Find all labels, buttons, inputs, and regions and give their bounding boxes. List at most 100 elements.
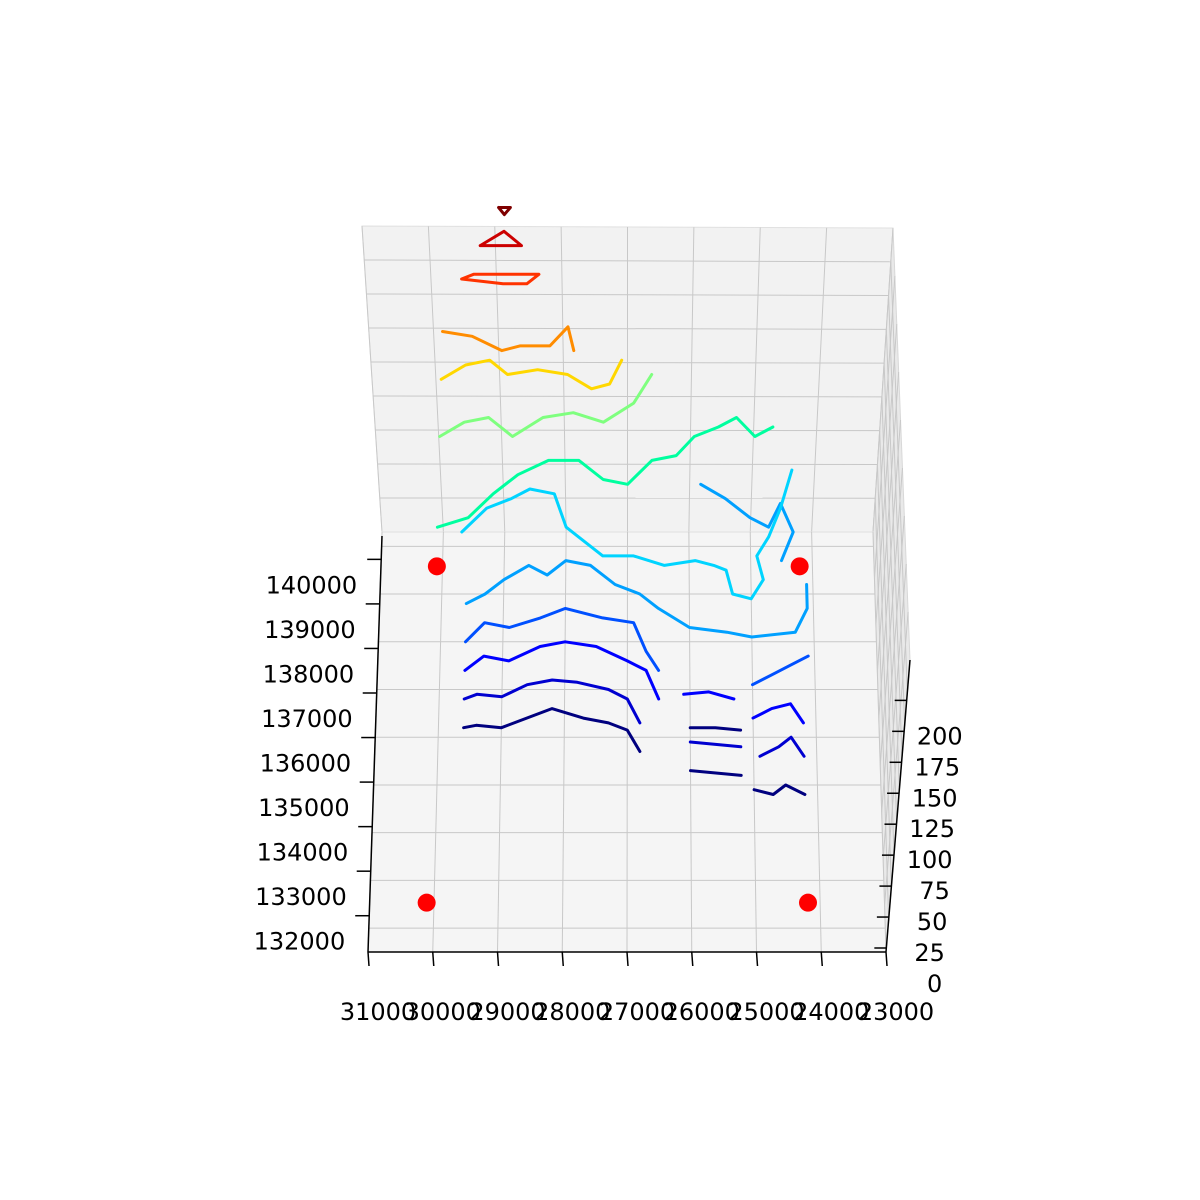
corner-marker — [417, 893, 436, 912]
floor-grid-line-x — [497, 531, 506, 953]
back-grid-line-x — [688, 227, 695, 533]
right-grid-line-y — [873, 275, 896, 579]
x-tick-mark — [885, 951, 888, 967]
x-tick-mark — [496, 951, 500, 967]
x-tick-label: 27000 — [599, 998, 675, 1026]
z-axis: 200 175 150 125 100 75 50 25 0 — [874, 659, 963, 998]
z-tick-label: 125 — [909, 815, 955, 843]
x-tick-mark — [626, 951, 629, 967]
contour-line-20 — [689, 769, 743, 777]
x-tick-label: 30000 — [405, 998, 481, 1026]
x-axis-ticks: 3100030000290002800027000260002500024000… — [340, 951, 934, 1026]
right-grid-line-z — [888, 295, 906, 725]
z-tick-label: 200 — [917, 722, 963, 750]
back-grid-line-z — [375, 429, 880, 432]
right-grid-line-y — [878, 419, 902, 719]
back-grid-line-z — [366, 293, 889, 297]
y-axis-ticks: 140000 139000 138000 137000 136000 135000 1340… — [254, 558, 382, 956]
contour-line-80 — [464, 606, 661, 672]
x-tick-mark — [432, 951, 435, 967]
contour-line-60 — [463, 640, 661, 701]
x-tick-mark — [820, 951, 823, 967]
corner-marker — [798, 893, 817, 912]
z-axis-ticks: 200 175 150 125 100 75 50 25 0 — [874, 699, 963, 998]
right-grid-line-y — [875, 323, 898, 626]
right-grid-line-z — [876, 464, 892, 888]
z-tick-label: 175 — [914, 753, 960, 781]
x-tick-label: 26000 — [664, 998, 740, 1026]
back-grid-line-x — [494, 226, 506, 533]
back-grid-line-z — [373, 395, 882, 398]
contour-line-40 — [758, 735, 806, 758]
right-grid-line-y — [882, 563, 907, 859]
back-grid-line-z — [364, 259, 891, 263]
floor-grid-line-x — [626, 531, 628, 953]
corner-marker — [790, 557, 809, 576]
x-tick-label: 24000 — [793, 998, 869, 1026]
corner-markers — [417, 557, 817, 912]
x-tick-label: 28000 — [534, 998, 610, 1026]
x-tick-label: 29000 — [469, 998, 545, 1026]
contour-line-210 — [497, 206, 512, 217]
right-grid-line-y — [884, 611, 909, 906]
contour-line-190 — [441, 325, 576, 353]
z-tick-label: 25 — [914, 939, 945, 967]
z-axis-line — [885, 659, 911, 953]
floor-grid-line-x — [872, 531, 887, 953]
contour-line-120 — [460, 468, 794, 601]
contour-line-80 — [751, 654, 810, 687]
right-grid-line-y — [879, 467, 903, 766]
contour-line-40 — [462, 678, 642, 725]
z-tick-label: 75 — [919, 877, 950, 905]
y-tick-label: 138000 — [263, 660, 355, 688]
y-axis: 140000 139000 138000 137000 136000 135000 1340… — [254, 535, 383, 956]
right-grid-line-y — [881, 515, 905, 813]
contour-line-100 — [699, 482, 795, 563]
right-grid-line-z — [883, 363, 900, 790]
y-tick-label: 132000 — [254, 928, 346, 956]
y-tick-label: 137000 — [261, 705, 353, 733]
right-grid-line-z — [879, 430, 895, 855]
contour-lines — [435, 206, 810, 796]
x-tick-mark — [755, 951, 759, 967]
right-grid-line-z — [881, 396, 898, 823]
back-grid-line-x — [560, 226, 567, 533]
floor-grid-line-x — [749, 531, 757, 953]
back-grid-line-x — [361, 225, 383, 533]
y-axis-line — [367, 535, 383, 953]
right-grid-line-z — [885, 329, 903, 758]
back-grid-line-x — [427, 226, 444, 533]
right-grid-line-z — [874, 498, 890, 920]
y-tick-label: 133000 — [255, 883, 347, 911]
contour-line-60 — [751, 702, 805, 725]
contour-line-160 — [438, 373, 654, 438]
floor-grid-line-x — [561, 531, 567, 953]
z-tick-label: 150 — [912, 784, 958, 812]
contour-line-20 — [752, 783, 807, 796]
contour-line-140 — [435, 416, 775, 529]
back-grid-line-z — [368, 327, 887, 330]
x-tick-mark — [367, 951, 370, 967]
back-grid-line-x — [749, 227, 761, 533]
y-tick-label: 134000 — [257, 839, 349, 867]
back-grid-line-x — [811, 227, 828, 533]
contour-line-40 — [688, 740, 743, 749]
right-grid-line-y — [872, 227, 894, 533]
contour-line-205 — [478, 229, 523, 248]
contour-line-60 — [682, 690, 736, 701]
x-tick-label: 25000 — [728, 998, 804, 1026]
y-tick-label: 139000 — [264, 616, 356, 644]
z-tick-label: 0 — [927, 970, 942, 998]
z-tick-label: 50 — [917, 908, 948, 936]
contour-line-200 — [460, 272, 541, 286]
contour-line-20 — [688, 726, 743, 732]
y-tick-label: 135000 — [258, 794, 350, 822]
floor-grid-line-x — [432, 531, 444, 953]
floor-grid-line-x — [811, 531, 822, 953]
back-grid-line-z — [370, 361, 885, 364]
x-axis: 3100030000290002800027000260002500024000… — [340, 951, 934, 1026]
y-tick-label: 136000 — [260, 750, 352, 778]
corner-marker — [427, 557, 446, 576]
y-tick-label: 140000 — [266, 571, 358, 599]
right-wall-grid — [872, 227, 911, 953]
